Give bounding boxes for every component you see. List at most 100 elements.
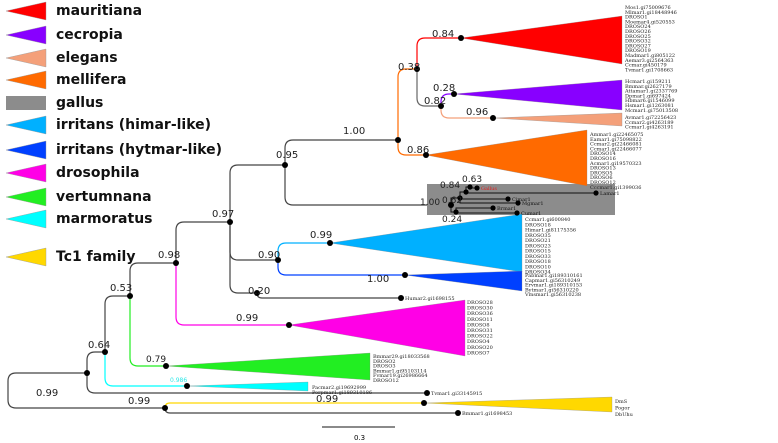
node-orange: [423, 152, 429, 158]
support-value: 0.99: [316, 394, 338, 405]
tip-label: Bmmar.gi2627179: [625, 84, 672, 90]
node-n038: [414, 66, 420, 72]
tip-label: DROSO11: [467, 317, 493, 323]
legend-item-elegans: elegans: [4, 48, 118, 68]
tip-label: DbUhu: [615, 412, 634, 418]
tip-label: DROSO31: [467, 328, 493, 334]
tip-label: Bmmar1.gi95103114: [373, 368, 427, 374]
tip-label: DROSO34: [525, 270, 551, 276]
legend-swatch: [5, 1, 47, 21]
tip-node: [490, 205, 496, 211]
support-value: 0.20: [248, 286, 270, 297]
branch-n082: [416, 69, 441, 107]
tip-label: DROSO26: [625, 29, 651, 35]
tip-node: [515, 200, 521, 206]
support-value: 0.84: [432, 29, 454, 40]
branch-darkblue: [277, 260, 405, 276]
legend-label: mellifera: [56, 72, 127, 88]
legend-swatch: [6, 96, 46, 110]
node-n064: [102, 349, 108, 355]
node-pink: [286, 322, 292, 328]
tip-label: Moemar4.gi520553: [625, 19, 675, 25]
tip-label: Ccmar2.gi4263189: [625, 120, 674, 126]
node-yellow: [421, 400, 427, 406]
clade-himar-triangle: [329, 213, 523, 273]
tip-label: DROSO24: [625, 24, 651, 30]
clade-cecropia-triangle: [453, 79, 623, 111]
branch-gallus_root: [284, 165, 451, 206]
tip-label: Ccmar.gi450179: [625, 63, 667, 69]
clade-tc1-triangle: [423, 396, 613, 413]
tip-node: [514, 210, 520, 216]
tip-label: Ccmar1.gi22466077: [590, 146, 642, 152]
branch-humar2: [256, 292, 401, 299]
tip-label: DROSO21: [525, 238, 551, 244]
node-lightblue: [327, 240, 333, 246]
tip-label: Ccmar2.gi22466081: [590, 142, 642, 148]
clade-mauritiana-triangle: [460, 15, 623, 65]
support-value: 0.99: [36, 388, 58, 399]
legend-label: drosophila: [56, 165, 140, 181]
tip-label: Mcmar1.gi75013508: [625, 108, 678, 114]
tip-label: Mos1.gi75009676: [625, 5, 671, 11]
tip-label: Porpmar1.gi189310186: [312, 390, 372, 396]
node-n098: [173, 260, 179, 266]
legend-swatch: [5, 70, 47, 90]
branch-bmmar: [164, 407, 458, 414]
branch-red: [416, 37, 461, 69]
support-value: 0.84: [440, 181, 460, 191]
tip-label: Ccmar1.gi600840: [525, 217, 570, 223]
branch-green: [129, 296, 166, 367]
tip-label: DROSO5: [590, 170, 613, 176]
branch-elegans: [440, 106, 493, 119]
tip-label: Hbmar6.gi1546099: [625, 98, 675, 104]
support-value: 0.90: [258, 250, 280, 261]
tip-label: Lamar1: [600, 191, 620, 197]
legend-label: cecropia: [56, 27, 123, 43]
legend-item-drosophila: drosophila: [4, 163, 140, 183]
tip-label: Hsmar1.gi1263081: [625, 103, 674, 109]
branch-n020: [229, 222, 257, 294]
tip-label: DROSO18: [525, 222, 551, 228]
tip-label: Bmmar29.gi18033568: [373, 354, 430, 360]
tip-label: DROSO23: [525, 243, 551, 249]
tip-label: Ammar1.gi22465075: [589, 132, 643, 138]
node-cyan: [184, 383, 190, 389]
node-tvmar: [424, 390, 430, 396]
tip-label: DROSO18: [525, 259, 551, 265]
tip-label: DROSO32: [625, 39, 651, 45]
support-value: 0.95: [276, 150, 298, 161]
tip-label: Himar1.gi81175356: [525, 228, 576, 234]
support-value: 0.98: [158, 250, 180, 261]
node-n097: [227, 219, 233, 225]
legend-swatch: [5, 25, 47, 45]
legend-label: elegans: [56, 50, 118, 66]
node-n100: [395, 137, 401, 143]
tip-label: Tvmar1.gi33145915: [431, 391, 482, 397]
branch-n064: [86, 351, 105, 373]
tip-label: DROSO22: [467, 334, 493, 340]
legend-item-cecropia: cecropia: [4, 25, 123, 45]
tip-label: DROSO2: [373, 359, 396, 365]
support-value: 0.63: [462, 175, 482, 185]
tip-node: [474, 185, 480, 191]
tip-label: Avmar1.gi72256423: [624, 115, 676, 121]
tip-label: DROSO20: [467, 345, 493, 351]
branch-n100: [284, 139, 398, 165]
support-value: 1.00: [420, 198, 440, 208]
tip-label: DROSO14: [590, 151, 616, 157]
tip-label: DROSO7: [467, 350, 490, 356]
legend-item-mauritiana: mauritiana: [4, 1, 142, 21]
legend-swatch: [5, 163, 47, 183]
tip-label: DROSO25: [625, 34, 651, 40]
branch-pink: [175, 263, 289, 326]
legend-item-irritans-himar-like-: irritans (himar-like): [4, 115, 211, 135]
legend: mauritiana cecropia elegans mellifera gallus…: [0, 0, 222, 280]
node: [463, 189, 469, 195]
tip-label: DROSO3: [373, 364, 396, 370]
node-n053: [127, 293, 133, 299]
support-value: 0.86: [407, 145, 429, 156]
legend-swatch: [5, 209, 47, 229]
clade-mellifera-triangle: [425, 129, 588, 187]
legend-label: irritans (himar-like): [56, 117, 212, 133]
